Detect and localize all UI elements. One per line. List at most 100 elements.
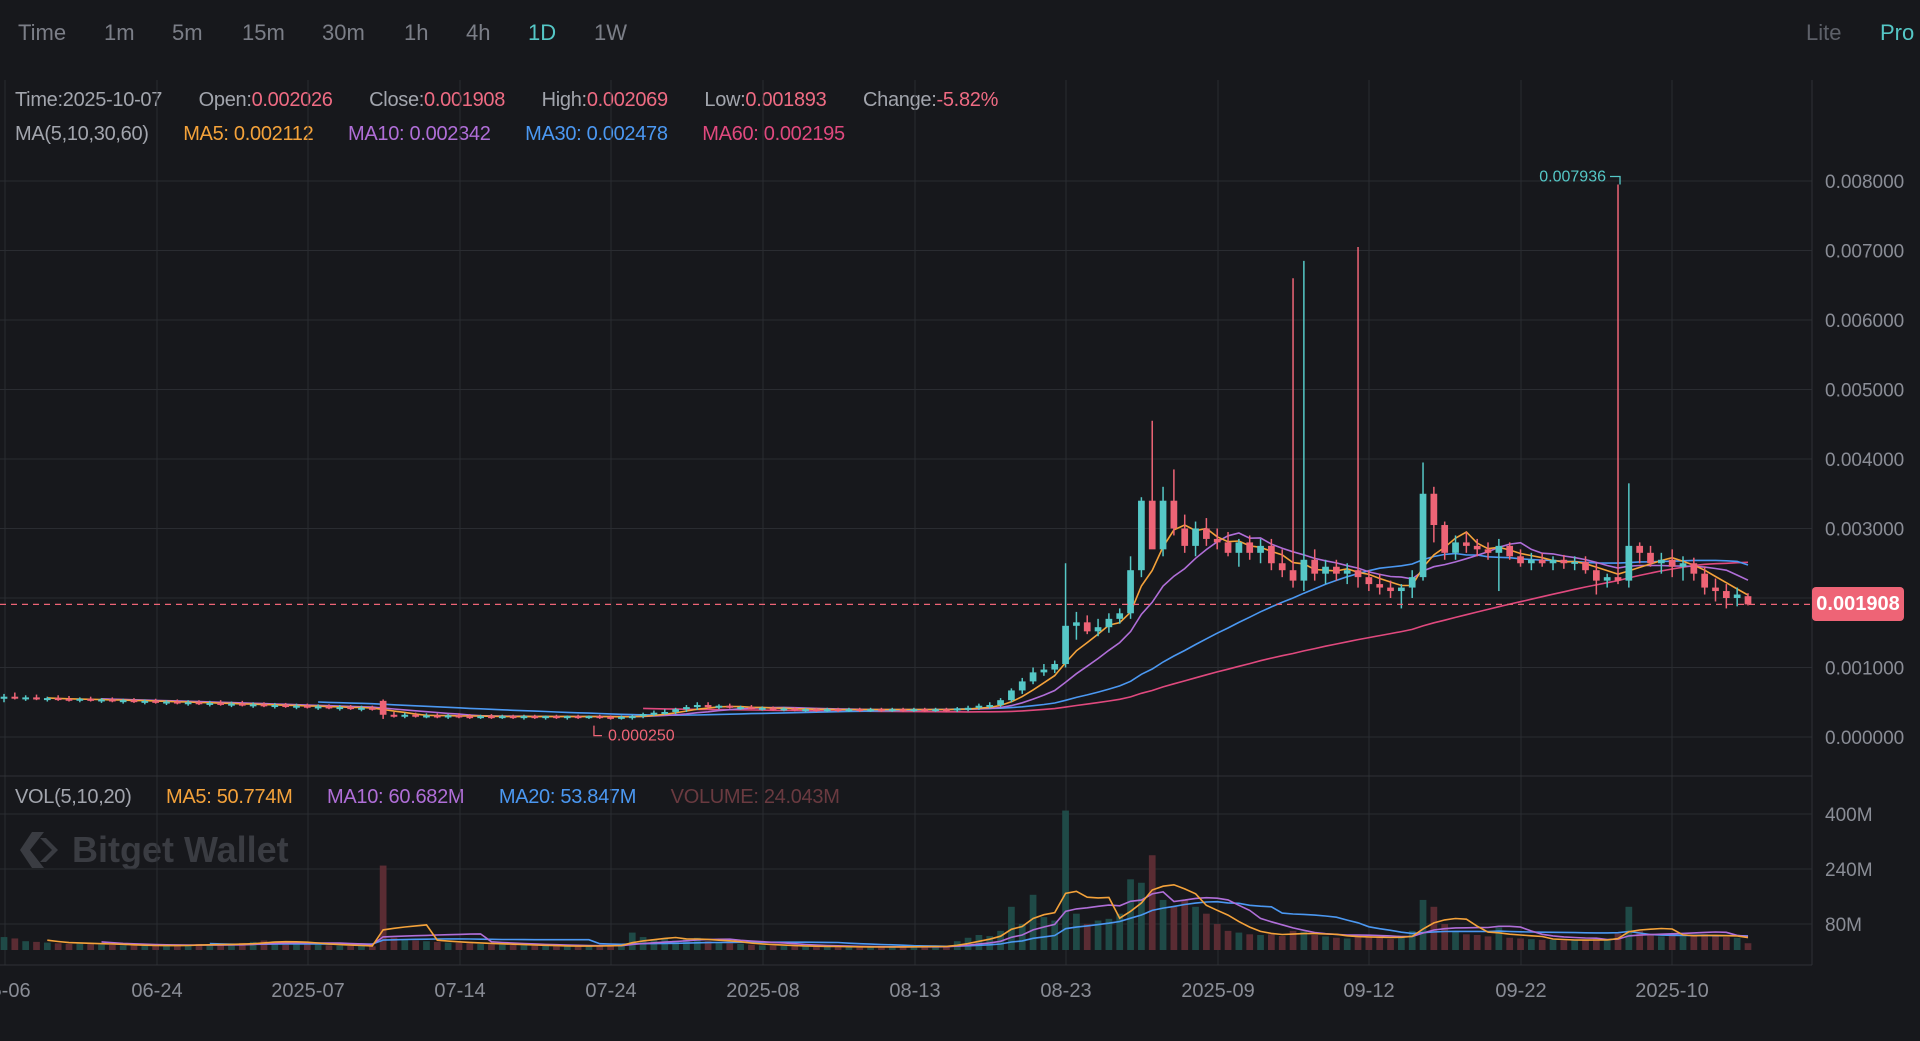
volume-value: VOLUME: 24.043M — [670, 786, 840, 808]
vol-legend: VOL(5,10,20) MA5: 50.774M MA10: 60.682M … — [15, 786, 840, 809]
volume-bar — [1690, 935, 1698, 950]
volume-bar — [1647, 935, 1654, 950]
tf-time[interactable]: Time — [18, 20, 67, 45]
volume-bar — [856, 947, 864, 950]
volume-tick-label: 240M — [1825, 860, 1873, 881]
close-label: Close: — [369, 89, 425, 111]
volume-bar — [1181, 899, 1189, 950]
volume-bar — [22, 941, 30, 950]
volume-bar — [650, 939, 658, 950]
volume-bar — [1127, 879, 1134, 950]
candle-body — [683, 707, 690, 710]
time-tick-label: 2025-08 — [726, 980, 799, 1002]
candle-body — [401, 714, 409, 717]
volume-bar — [412, 940, 419, 950]
volume-bar — [823, 946, 831, 950]
tf-15m[interactable]: 15m — [242, 20, 285, 45]
tf-1w[interactable]: 1W — [594, 20, 627, 45]
volume-bar — [834, 946, 842, 950]
volume-bar — [1246, 934, 1254, 950]
vol-ma20-value: MA20: 53.847M — [498, 786, 637, 808]
candle-body — [780, 708, 788, 711]
candle-body — [1376, 584, 1384, 588]
volume-bar — [1300, 931, 1308, 950]
volume-bar — [43, 942, 51, 950]
candle-body — [997, 700, 1004, 706]
max-price-label: 0.007936 — [1539, 168, 1606, 185]
volume-bar — [108, 944, 116, 950]
volume-bar — [1538, 939, 1546, 950]
candle-body — [119, 700, 127, 703]
volume-bar — [433, 941, 441, 950]
volume-bar — [54, 943, 62, 950]
candle-body — [87, 698, 95, 701]
tf-1m[interactable]: 1m — [104, 20, 135, 45]
candle-body — [1051, 664, 1059, 670]
candle-body — [813, 709, 820, 712]
volume-bar — [1159, 899, 1167, 950]
tf-5m[interactable]: 5m — [172, 20, 203, 45]
candle-body — [1181, 528, 1189, 546]
volume-bar — [1592, 939, 1600, 950]
volume-bar — [1625, 906, 1633, 950]
volume-bar — [282, 942, 289, 950]
candle-body — [1473, 545, 1481, 550]
volume-bar — [488, 944, 495, 950]
volume-bar — [249, 941, 257, 950]
candle-body — [1560, 559, 1568, 564]
candle-body — [553, 716, 560, 719]
volume-bar — [1062, 810, 1069, 950]
candle-body — [845, 709, 853, 712]
candle-body — [217, 702, 225, 705]
volume-bar — [693, 937, 701, 950]
time-value: 2025-10-07 — [62, 89, 163, 111]
low-value: 0.001893 — [745, 89, 827, 111]
price-tick-label: 0.000000 — [1825, 728, 1904, 749]
volume-bar — [368, 946, 376, 950]
volume-bar — [1224, 930, 1232, 950]
candle-body — [1582, 561, 1589, 571]
candle-body — [1300, 559, 1308, 581]
mode-pro[interactable]: Pro — [1880, 20, 1915, 45]
candle-body — [0, 696, 8, 699]
volume-bar — [1018, 924, 1026, 950]
candle-body — [1430, 493, 1438, 526]
candle-body — [704, 705, 712, 708]
volume-bar — [358, 946, 365, 950]
volume-bar — [228, 944, 235, 950]
volume-bar — [1170, 906, 1178, 950]
time-tick-label: 25-06 — [0, 980, 31, 1002]
candle-body — [791, 708, 799, 711]
candle-body — [856, 709, 864, 712]
volume-bar — [758, 945, 766, 950]
tf-1h[interactable]: 1h — [404, 20, 429, 45]
candle-body — [1603, 577, 1611, 581]
tf-1d[interactable]: 1D — [528, 20, 557, 45]
mode-lite[interactable]: Lite — [1806, 20, 1842, 45]
candle-body — [748, 707, 755, 710]
candle-body — [228, 703, 235, 706]
candle-body — [618, 716, 625, 719]
candle-body — [152, 700, 160, 703]
candle-body — [22, 697, 30, 700]
volume-bar — [1278, 936, 1286, 950]
volume-bar — [1701, 934, 1709, 950]
candle-body — [184, 702, 192, 705]
min-price-label: 0.000250 — [608, 728, 675, 745]
candle-body — [1538, 559, 1546, 564]
candle-body — [1495, 545, 1503, 553]
tf-30m[interactable]: 30m — [322, 20, 365, 45]
volume-bar — [1268, 934, 1275, 950]
candle-body — [1268, 545, 1275, 564]
tf-4h[interactable]: 4h — [466, 20, 491, 45]
candle-body — [1289, 570, 1297, 581]
candle-body — [390, 714, 398, 717]
candle-body — [1744, 596, 1752, 605]
candle-body — [758, 707, 766, 710]
candle-body — [347, 707, 354, 710]
candle-body — [1343, 570, 1351, 574]
candle-body — [693, 705, 701, 708]
candle-body — [574, 716, 582, 719]
volume-bar — [802, 946, 809, 950]
